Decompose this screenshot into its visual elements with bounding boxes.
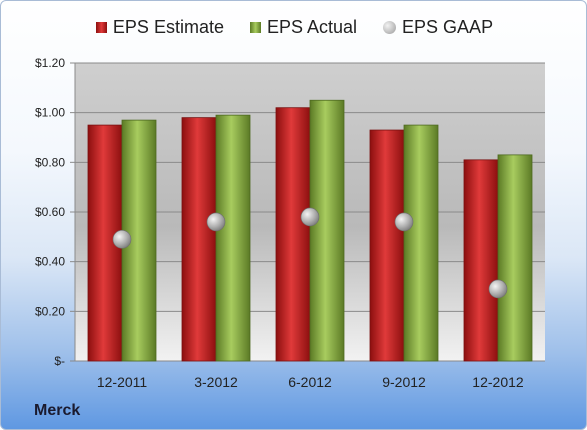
legend: EPS Estimate EPS Actual EPS GAAP [1, 17, 586, 38]
bar-eps-estimate [463, 159, 499, 362]
x-tick-label: 9-2012 [382, 374, 426, 390]
y-tick-label: $- [54, 354, 65, 368]
bar-eps-estimate [275, 107, 311, 362]
legend-swatch-estimate [95, 22, 107, 33]
bar-eps-estimate [369, 129, 405, 362]
legend-item-gaap: EPS GAAP [383, 17, 493, 38]
company-label: Merck [34, 402, 81, 419]
legend-swatch-gaap [383, 21, 397, 34]
marker-eps-gaap [206, 212, 226, 232]
y-tick-label: $0.20 [35, 304, 65, 318]
y-tick-label: $1.20 [35, 56, 65, 70]
bar-eps-actual [309, 99, 345, 362]
bar-eps-actual [403, 124, 439, 362]
y-tick-label: $0.60 [35, 205, 65, 219]
legend-swatch-actual [249, 22, 261, 33]
legend-label-estimate: EPS Estimate [112, 17, 224, 37]
legend-item-estimate: EPS Estimate [95, 17, 224, 38]
marker-eps-gaap [112, 230, 132, 249]
y-tick-label: $0.40 [35, 255, 65, 269]
y-tick-label: $0.80 [35, 155, 65, 169]
x-tick-label: 3-2012 [194, 374, 238, 390]
marker-eps-gaap [488, 279, 508, 299]
y-tick-label: $1.00 [35, 106, 65, 120]
legend-label-gaap: EPS GAAP [402, 17, 494, 37]
bar-eps-actual [215, 114, 251, 362]
x-tick-label: 12-2012 [472, 374, 524, 390]
marker-eps-gaap [300, 207, 320, 227]
bar-eps-actual [497, 154, 533, 362]
legend-label-actual: EPS Actual [266, 17, 358, 37]
legend-item-actual: EPS Actual [249, 17, 358, 38]
x-tick-label: 6-2012 [288, 374, 332, 390]
bar-eps-estimate [181, 117, 217, 362]
marker-eps-gaap [394, 212, 414, 232]
x-tick-label: 12-2011 [97, 374, 148, 390]
